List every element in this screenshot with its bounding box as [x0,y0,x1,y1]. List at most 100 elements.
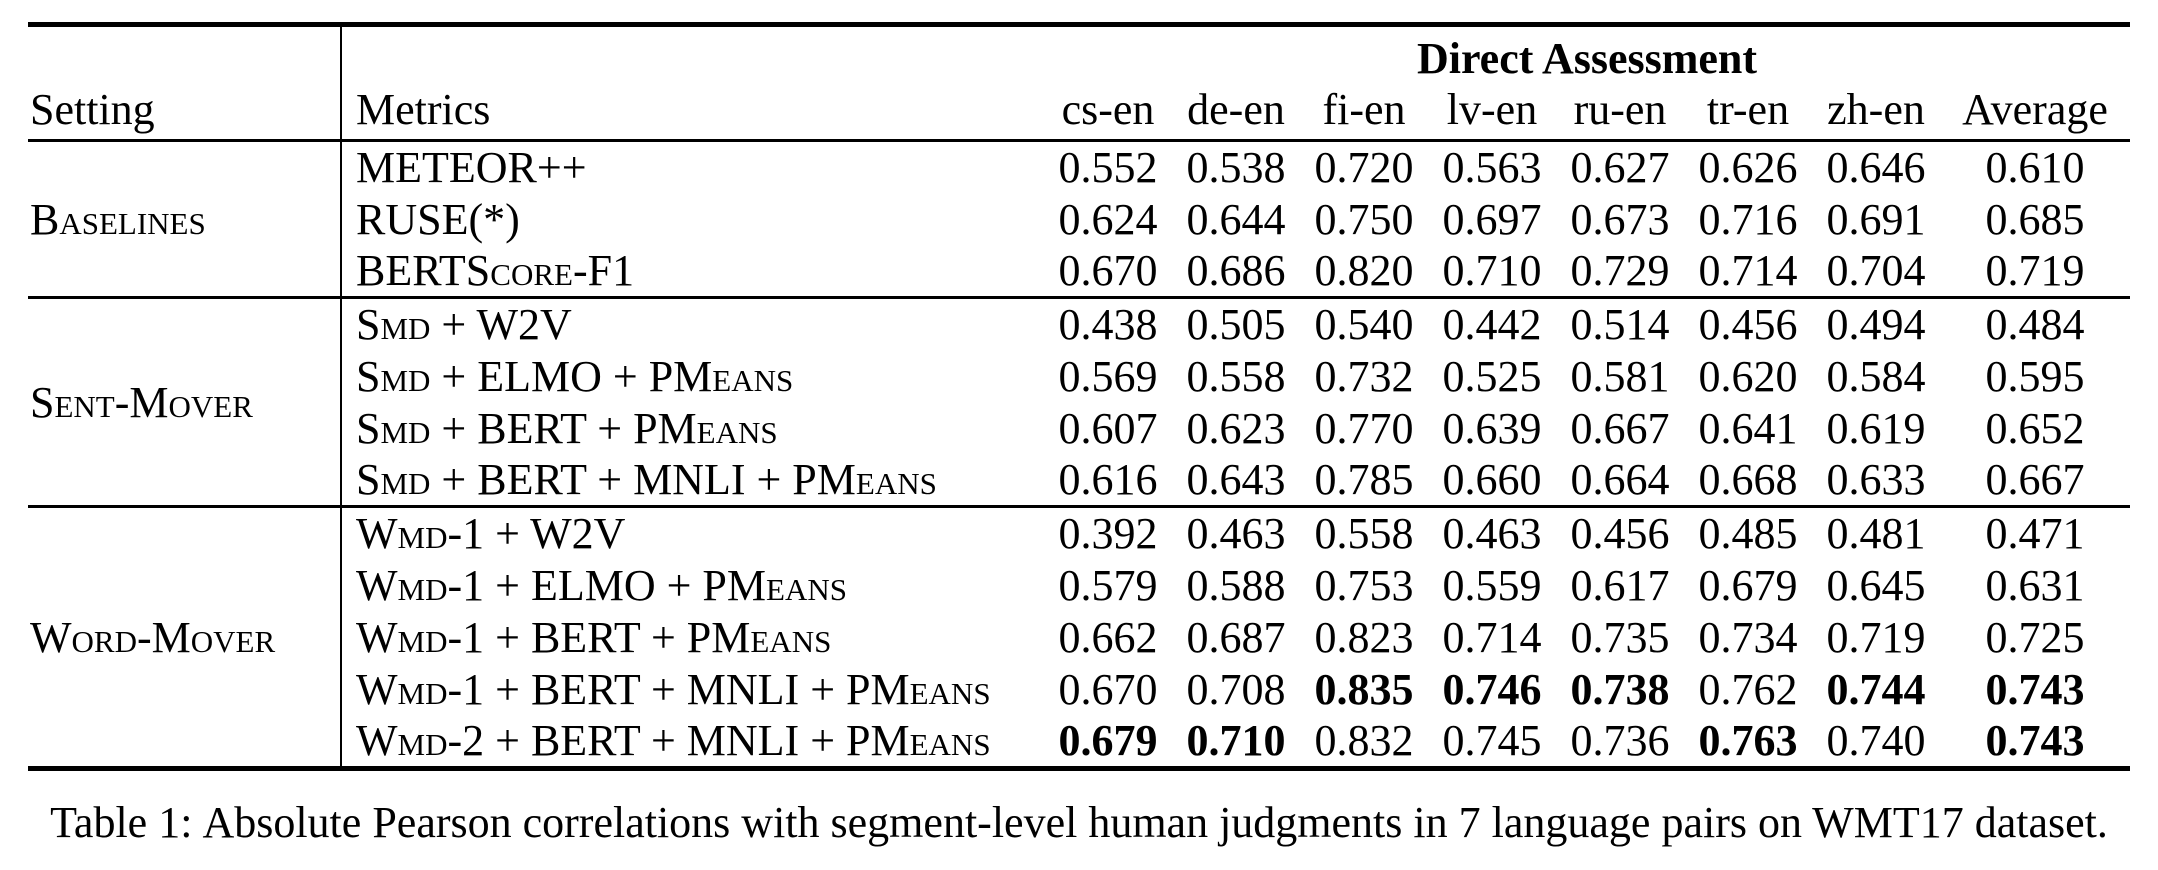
value-cell: 0.581 [1570,351,1670,401]
value-cell: 0.714 [1442,612,1542,662]
value-cell: 0.714 [1698,246,1798,295]
value-cell: 0.645 [1826,560,1926,610]
value-cell: 0.631 [1985,560,2085,610]
table-row: Sent-Mover Smd + W2V 0.438 0.505 0.540 0.442 0… [28,297,2130,427]
value-cell: 0.835 [1314,664,1414,714]
caption-label: Table 1: [50,798,193,847]
setting-cell: Baselines [30,194,206,244]
header-row-columns: Setting Metrics cs-en de-en fi-en lv-en … [28,84,2130,141]
value-cell: 0.736 [1570,716,1670,765]
table-row: Smd + ELMO + PMeans 0.569 0.558 0.732 0.525 0… [28,350,2130,402]
table-row: Wmd-1 + ELMO + PMeans 0.579 0.588 0.753 0.55… [28,559,2130,611]
value-cell: 0.670 [1058,664,1158,714]
table-row: Word-Mover Wmd-1 + W2V 0.392 0.463 0.558 0.46… [28,506,2130,662]
value-cell: 0.617 [1570,560,1670,610]
value-cell: 0.710 [1186,716,1286,765]
section-sent-mover: Sent-Mover Smd + W2V 0.438 0.505 0.540 0.442 0… [28,297,2130,507]
value-cell: 0.643 [1186,455,1286,504]
value-cell: 0.569 [1058,351,1158,401]
value-cell: 0.438 [1058,300,1158,349]
value-cell: 0.744 [1826,664,1926,714]
col-header-tr-en: tr-en [1706,85,1790,134]
value-cell: 0.740 [1826,716,1926,765]
value-cell: 0.667 [1570,403,1670,453]
metric-cell: Wmd-1 + BERT + MNLI + PMeans [340,663,1044,715]
col-header-cs-en: cs-en [1061,85,1155,134]
table-row: Wmd-1 + BERT + MNLI + PMeans 0.670 0.708 0.… [28,663,2130,715]
value-cell: 0.762 [1698,664,1798,714]
value-cell: 0.558 [1186,351,1286,401]
table-row: Smd + BERT + MNLI + PMeans 0.616 0.643 0.78… [28,454,2130,507]
value-cell: 0.691 [1826,194,1926,244]
value-cell: 0.456 [1570,509,1670,558]
metric-cell: METEOR++ [340,140,1044,193]
table-row: Smd + BERT + PMeans 0.607 0.623 0.770 0.639 0… [28,402,2130,454]
value-cell: 0.639 [1442,403,1542,453]
value-cell: 0.823 [1314,612,1414,662]
value-cell: 0.685 [1985,194,2085,244]
col-header-zh-en: zh-en [1827,85,1925,134]
value-cell: 0.607 [1058,403,1158,453]
value-cell: 0.743 [1985,716,2085,765]
table-caption: Table 1: Absolute Pearson correlations wi… [0,797,2158,848]
value-cell: 0.745 [1442,716,1542,765]
setting-cell: Word-Mover [30,612,276,662]
value-cell: 0.725 [1985,612,2085,662]
value-cell: 0.719 [1826,612,1926,662]
value-cell: 0.763 [1698,716,1798,765]
value-cell: 0.641 [1698,403,1798,453]
value-cell: 0.481 [1826,509,1926,558]
metric-cell: Wmd-1 + W2V [340,506,1044,559]
col-header-lv-en: lv-en [1446,85,1538,134]
table-row: Wmd-2 + BERT + MNLI + PMeans 0.679 0.710 0.… [28,715,2130,769]
value-cell: 0.540 [1314,300,1414,349]
value-cell: 0.485 [1698,509,1798,558]
value-cell: 0.558 [1314,509,1414,558]
value-cell: 0.552 [1058,143,1158,192]
value-cell: 0.668 [1698,455,1798,504]
value-cell: 0.623 [1186,403,1286,453]
value-cell: 0.619 [1826,403,1926,453]
value-cell: 0.484 [1985,300,2085,349]
value-cell: 0.584 [1826,351,1926,401]
value-cell: 0.673 [1570,194,1670,244]
metric-cell: BERTScore-F1 [340,245,1044,298]
col-header-de-en: de-en [1187,85,1285,134]
value-cell: 0.734 [1698,612,1798,662]
value-cell: 0.514 [1570,300,1670,349]
value-cell: 0.679 [1698,560,1798,610]
value-cell: 0.750 [1314,194,1414,244]
table-row: Baselines METEOR++ 0.552 0.538 0.720 0.563 0.6… [28,140,2130,244]
value-cell: 0.610 [1985,143,2085,192]
metric-cell: Smd + BERT + PMeans [340,402,1044,454]
value-cell: 0.633 [1826,455,1926,504]
value-cell: 0.456 [1698,300,1798,349]
metric-cell: Wmd-1 + BERT + PMeans [340,611,1044,663]
value-cell: 0.627 [1570,143,1670,192]
metric-cell: Wmd-1 + ELMO + PMeans [340,559,1044,611]
value-cell: 0.525 [1442,351,1542,401]
value-cell: 0.505 [1186,300,1286,349]
value-cell: 0.538 [1186,143,1286,192]
value-cell: 0.660 [1442,455,1542,504]
col-header-metrics: Metrics [340,84,1044,141]
metric-cell: Smd + BERT + MNLI + PMeans [340,454,1044,507]
group-header-direct-assessment: Direct Assessment [1416,34,1758,83]
col-header-fi-en: fi-en [1322,85,1406,134]
results-table: Direct Assessment Setting Metrics cs-en … [28,22,2130,771]
value-cell: 0.646 [1826,143,1926,192]
value-cell: 0.770 [1314,403,1414,453]
value-cell: 0.719 [1985,246,2085,295]
metric-cell: RUSE(*) [340,193,1044,245]
value-cell: 0.626 [1698,143,1798,192]
value-cell: 0.662 [1058,612,1158,662]
header-spacer [340,24,1044,84]
value-cell: 0.746 [1442,664,1542,714]
table-row: Wmd-1 + BERT + PMeans 0.662 0.687 0.823 0.71… [28,611,2130,663]
section-word-mover: Word-Mover Wmd-1 + W2V 0.392 0.463 0.558 0.46… [28,506,2130,769]
table-row: RUSE(*) 0.624 0.644 0.750 0.697 0.673 0.716 0.6… [28,193,2130,245]
value-cell: 0.710 [1442,246,1542,295]
value-cell: 0.729 [1570,246,1670,295]
metric-cell: Smd + W2V [340,297,1044,350]
value-cell: 0.463 [1186,509,1286,558]
